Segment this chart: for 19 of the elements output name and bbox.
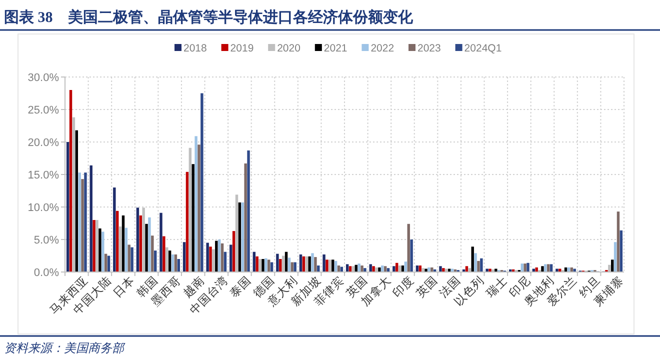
legend-label: 2023 [418,42,442,55]
text: 资料来源：美国商务部 [4,341,126,355]
legend-label: 2022 [370,42,394,55]
y-tick-label: 15.0% [28,169,60,182]
legend-label: 2019 [230,42,254,55]
y-tick-label: 5.0% [34,234,60,246]
x-tick-label: 泰国 [227,274,254,300]
legend-label: 2020 [277,42,301,55]
legend-label: 2021 [324,42,348,55]
x-tick-label: 瑞士 [484,274,510,300]
y-tick-label: 25.0% [28,104,60,116]
y-tick-label: 10.0% [28,202,60,214]
chart-title: 图表 38 美国二极管、晶体管等半导体进口各经济体份额变化 [4,8,414,26]
legend-label: 2024Q1 [464,42,502,55]
y-tick-label: 20.0% [28,136,60,149]
y-tick-label: 30.0% [28,72,60,84]
legend-label: 2018 [184,42,208,55]
y-tick-label: 0.0% [34,266,60,279]
x-tick-label: 日本 [111,274,138,300]
